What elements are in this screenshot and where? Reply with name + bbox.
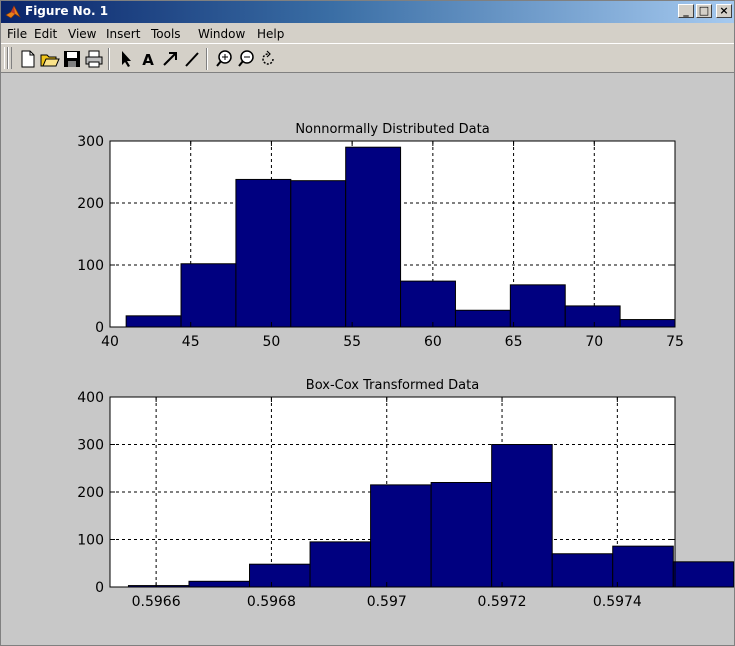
toolbar-separator-2 — [206, 48, 208, 70]
histogram-bar — [345, 146, 402, 328]
title-bar[interactable]: Figure No. 1 _ □ × — [1, 1, 734, 23]
zoom-out-icon[interactable] — [235, 48, 257, 70]
arrow-cursor-icon[interactable] — [115, 48, 137, 70]
histogram-bar — [564, 305, 621, 328]
figure-canvas: 40 45 50 55 60 65 70 75 0 100 200 300 Nonnormally Di… — [1, 73, 734, 645]
y-tick-label: 300 — [77, 438, 104, 454]
histogram-bar — [551, 553, 614, 588]
window-title: Figure No. 1 — [25, 4, 109, 18]
new-file-icon[interactable] — [17, 48, 39, 70]
menu-file[interactable]: File — [7, 27, 28, 41]
histogram-bar — [400, 280, 456, 328]
text-tool-icon[interactable]: A — [137, 48, 159, 70]
x-tick-label: 60 — [424, 334, 442, 350]
y-tick-label: 400 — [77, 390, 104, 406]
menu-window[interactable]: Window — [198, 27, 246, 41]
x-tick-label: 0.5966 — [132, 594, 181, 610]
axes-frame — [109, 140, 676, 328]
histogram-bar — [309, 541, 372, 588]
x-tick-label: 70 — [585, 334, 603, 350]
x-tick-label: 40 — [101, 334, 119, 350]
menu-edit[interactable]: Edit — [34, 27, 58, 41]
matlab-logo-icon — [5, 4, 21, 20]
x-tick-label: 50 — [263, 334, 281, 350]
y-tick-label: 100 — [77, 533, 104, 549]
histogram-bar — [509, 284, 566, 328]
minimize-button[interactable]: _ — [678, 4, 694, 18]
menu-insert[interactable]: Insert — [106, 27, 141, 41]
histogram-bar — [370, 484, 432, 588]
toolbar: A — [1, 43, 734, 73]
menu-help[interactable]: Help — [257, 27, 285, 41]
histogram-figure: 40 45 50 55 60 65 70 75 0 100 200 300 Nonnormally Di… — [77, 122, 734, 610]
close-button[interactable]: × — [716, 4, 732, 18]
x-tick-label: 0.5972 — [478, 594, 527, 610]
chart-title: Box-Cox Transformed Data — [306, 378, 479, 393]
histogram-bar — [188, 580, 251, 588]
histogram-bar — [235, 178, 292, 328]
x-tick-label: 75 — [666, 334, 684, 350]
toolbar-separator — [108, 48, 110, 70]
menu-tools[interactable]: Tools — [151, 27, 181, 41]
toolbar-grip[interactable] — [4, 47, 8, 69]
y-tick-label: 300 — [77, 134, 104, 150]
histogram-bar — [454, 309, 511, 328]
y-tick-label: 100 — [77, 258, 104, 274]
open-folder-icon[interactable] — [39, 48, 61, 70]
histogram-bar — [612, 545, 674, 588]
y-tick-label: 200 — [77, 196, 104, 212]
x-tick-label: 0.597 — [367, 594, 407, 610]
chart-title: Nonnormally Distributed Data — [295, 122, 489, 137]
histogram-bar — [180, 263, 237, 328]
y-tick-label: 200 — [77, 485, 104, 501]
text-tool-glyph: A — [142, 51, 154, 69]
y-tick-label: 0 — [95, 320, 104, 336]
histogram-bar — [672, 561, 734, 588]
x-tick-label: 65 — [505, 334, 523, 350]
save-icon[interactable] — [61, 48, 83, 70]
maximize-button[interactable]: □ — [696, 4, 712, 18]
histogram-bar — [491, 444, 553, 588]
x-tick-label: 55 — [343, 334, 361, 350]
x-tick-label: 0.5968 — [247, 594, 296, 610]
zoom-in-icon[interactable] — [213, 48, 235, 70]
histogram-bar — [249, 563, 311, 588]
x-tick-label: 0.5974 — [593, 594, 642, 610]
y-tick-label: 0 — [95, 580, 104, 596]
line-tool-icon[interactable] — [181, 48, 203, 70]
histogram-bar — [290, 180, 347, 328]
arrow-tool-icon[interactable] — [159, 48, 181, 70]
histogram-bar — [430, 482, 493, 588]
histogram-bar — [619, 319, 676, 328]
x-tick-label: 45 — [182, 334, 200, 350]
rotate-icon[interactable] — [257, 48, 279, 70]
print-icon[interactable] — [83, 48, 105, 70]
toolbar-grip-2 — [8, 47, 12, 69]
menu-view[interactable]: View — [68, 27, 97, 41]
menu-bar: File Edit View Insert Tools Window Help — [1, 23, 734, 43]
histogram-bar — [125, 315, 182, 328]
